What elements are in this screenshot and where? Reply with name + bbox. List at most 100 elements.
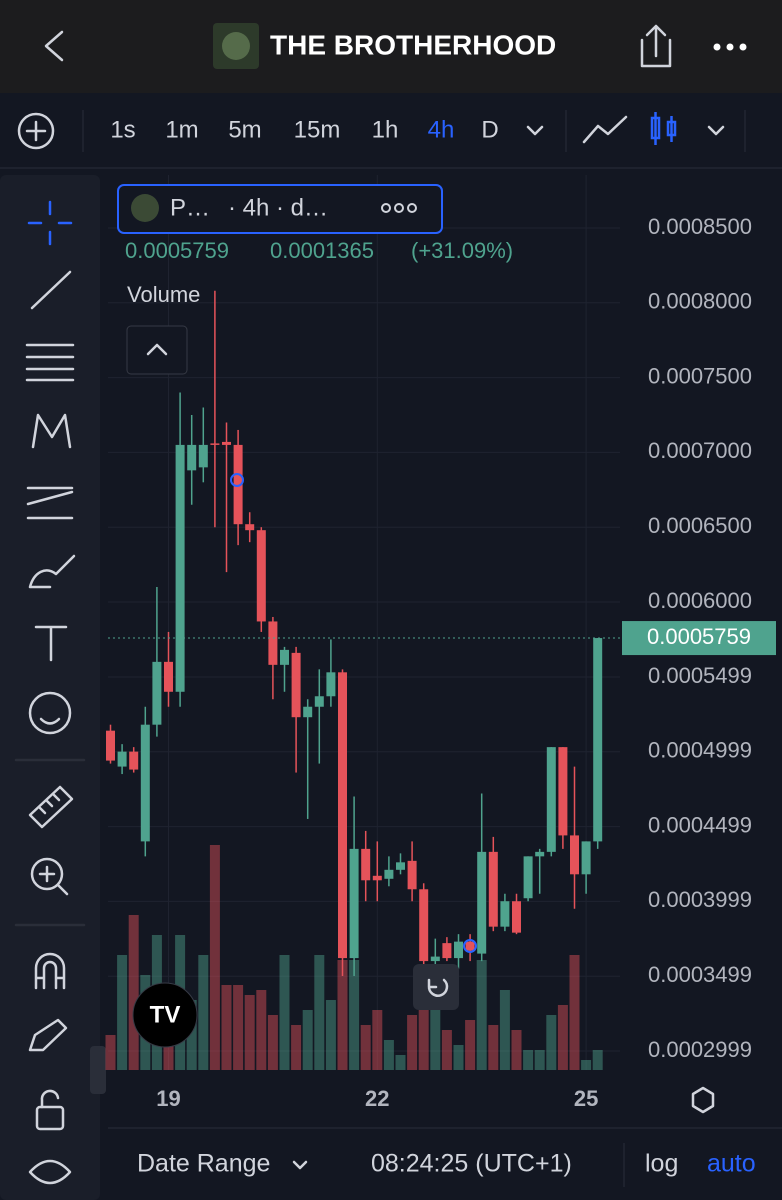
crosshair-tool[interactable]: [27, 200, 73, 246]
candle-body: [372, 875, 382, 881]
candle-body: [419, 889, 429, 962]
back-button[interactable]: [44, 30, 64, 62]
y-tick-label: 0.0006500: [648, 513, 752, 538]
timeframe-button[interactable]: 5m: [228, 116, 261, 143]
line-style-button[interactable]: [582, 115, 628, 144]
candle-style-button[interactable]: [650, 112, 677, 145]
candle-body: [129, 751, 139, 770]
settings-button[interactable]: [691, 1086, 715, 1114]
auto-toggle[interactable]: auto: [707, 1150, 756, 1178]
candle-body: [152, 661, 162, 725]
volume-bar: [453, 1045, 464, 1070]
candle-body: [280, 649, 289, 665]
candle-body: [210, 443, 220, 445]
timeframe-button[interactable]: 1s: [110, 116, 135, 143]
trendline-tool[interactable]: [30, 270, 72, 310]
volume-bar: [592, 1050, 603, 1070]
candle-body: [303, 706, 313, 718]
volume-bar: [117, 955, 128, 1070]
tv-logo[interactable]: [132, 982, 198, 1048]
date-range-caret: [292, 1160, 308, 1170]
timeframe-button[interactable]: 1h: [372, 116, 399, 143]
volume-bar: [418, 965, 429, 1070]
volume-bar: [291, 1025, 302, 1070]
volume-bar: [221, 985, 232, 1070]
y-tick-label: 0.0003999: [648, 887, 752, 912]
legend-symbol: P…: [170, 194, 210, 221]
volume-bar: [279, 955, 290, 1070]
emoji-tool[interactable]: [28, 691, 72, 735]
candlestick-chart: 0.0008500 0.0008000 0.0007500 0.0007000 0.00…: [105, 175, 776, 1111]
candle-body: [198, 444, 208, 468]
volume-bar: [499, 990, 510, 1070]
candle-body: [384, 869, 394, 879]
legend-box[interactable]: [117, 184, 443, 234]
y-tick-label: 0.0007500: [648, 363, 752, 388]
ruler-tool[interactable]: [28, 785, 74, 829]
y-tick-label: 0.0007000: [648, 438, 752, 463]
collapse-tools[interactable]: [90, 1046, 106, 1094]
add-button[interactable]: [17, 112, 55, 150]
volume-bar: [256, 990, 267, 1070]
candle-body: [117, 751, 127, 767]
candle-body: [442, 943, 452, 959]
visibility-tool[interactable]: [28, 1159, 72, 1185]
log-toggle[interactable]: log: [645, 1150, 678, 1178]
lock-drawing-tool[interactable]: [28, 1018, 68, 1052]
pattern-tool[interactable]: [31, 413, 72, 449]
collapse-button[interactable]: [126, 325, 188, 375]
horizontal-lines-tool[interactable]: [25, 343, 75, 382]
volume-bar: [511, 1030, 522, 1070]
y-tick-label: 0.0008500: [648, 214, 752, 239]
brush-tool[interactable]: [28, 554, 76, 589]
zoom-tool[interactable]: [30, 857, 69, 896]
y-tick-label: 0.0006000: [648, 588, 752, 613]
fib-tool[interactable]: [26, 486, 74, 520]
date-range-button[interactable]: Date Range: [137, 1150, 270, 1178]
collapse-icon: [146, 343, 168, 356]
timeframe-button[interactable]: 1m: [165, 116, 198, 143]
clock[interactable]: 08:24:25 (UTC+1): [371, 1150, 572, 1178]
candle-body: [465, 941, 475, 951]
lock-tool[interactable]: [35, 1089, 65, 1131]
volume-bar: [581, 1060, 592, 1070]
y-tick-label: 0.0008000: [648, 289, 752, 314]
more-button[interactable]: [713, 43, 747, 51]
volume-bar: [105, 1035, 116, 1070]
volume-bar: [546, 1015, 557, 1070]
text-tool[interactable]: [34, 625, 68, 662]
candle-body: [396, 862, 405, 870]
event-marker[interactable]: [230, 473, 244, 487]
candle-body: [187, 444, 197, 471]
candle-body: [523, 856, 533, 899]
timeframe-button[interactable]: 15m: [294, 116, 341, 143]
candle-body: [361, 848, 371, 881]
volume-bar: [209, 845, 220, 1070]
candle-body: [512, 901, 521, 933]
candle-body: [477, 851, 487, 954]
timeframe-button[interactable]: D: [481, 116, 498, 143]
candle-body: [570, 835, 579, 875]
event-marker[interactable]: [463, 939, 477, 953]
volume-bar: [476, 960, 487, 1070]
legend-menu[interactable]: [381, 203, 417, 213]
share-button[interactable]: [640, 24, 672, 68]
magnet-tool[interactable]: [34, 952, 66, 990]
volume-bar: [569, 955, 580, 1070]
volume-bar: [430, 995, 441, 1070]
candle-body: [106, 730, 115, 761]
timeframes: 1s 1m 5m 15m 1h 4h D: [110, 116, 498, 143]
timeframe-button[interactable]: 4h: [428, 116, 455, 143]
chart-type-dropdown[interactable]: [707, 125, 725, 136]
volume-bar: [395, 1055, 406, 1070]
timeframe-dropdown[interactable]: [526, 125, 544, 136]
avatar-art: [222, 32, 250, 60]
legend-detail: · 4h · d…: [228, 194, 328, 221]
volume-bar: [360, 1025, 371, 1070]
candle-body: [558, 747, 568, 836]
candle-body: [245, 524, 255, 531]
readout-percent: (+31.09%): [411, 238, 513, 263]
volume-bar: [523, 1050, 534, 1070]
volume-bar: [488, 1025, 499, 1070]
